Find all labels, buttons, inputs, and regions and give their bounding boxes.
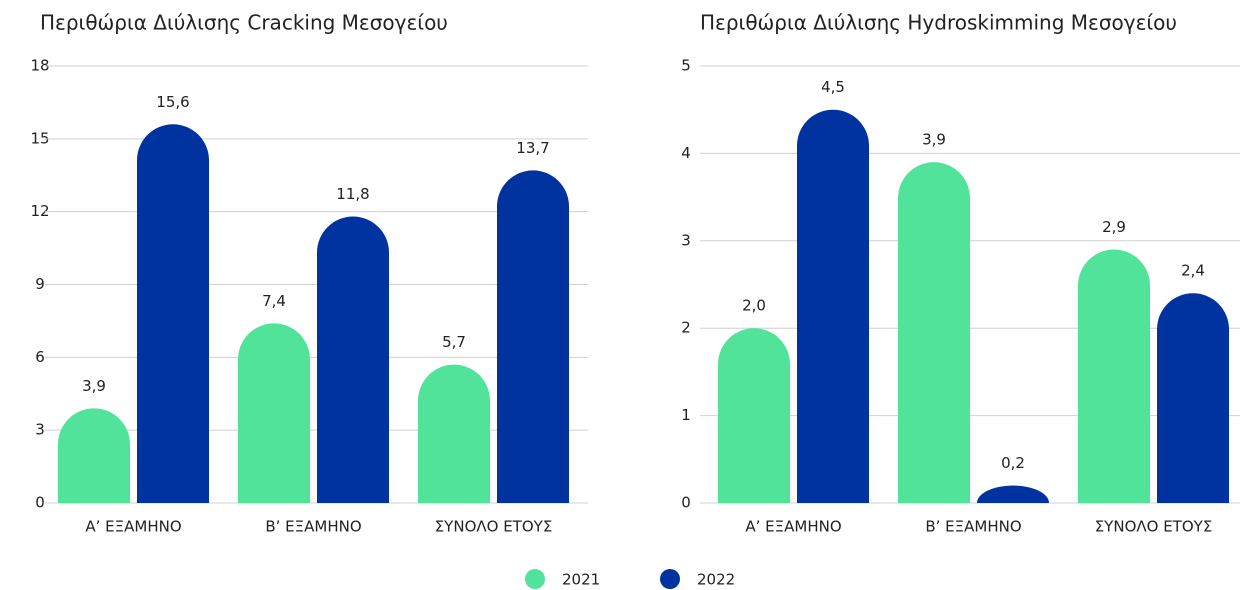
value-label: 3,9 bbox=[922, 131, 946, 149]
chart-title: Περιθώρια Διύλισης Cracking Μεσογείου bbox=[40, 11, 448, 35]
value-label: 11,8 bbox=[336, 185, 369, 203]
value-label: 2,0 bbox=[742, 297, 766, 315]
bar bbox=[1078, 249, 1150, 503]
y-tick-label: 18 bbox=[30, 57, 49, 75]
x-tick-label: Β’ ΕΞΑΜΗΝΟ bbox=[265, 518, 361, 536]
bar bbox=[58, 408, 130, 503]
x-tick-label: Β’ ΕΞΑΜΗΝΟ bbox=[925, 518, 1021, 536]
value-label: 2,4 bbox=[1181, 262, 1205, 280]
value-label: 4,5 bbox=[821, 78, 845, 96]
bar bbox=[238, 323, 310, 503]
y-tick-label: 1 bbox=[681, 406, 691, 424]
value-label: 15,6 bbox=[156, 93, 189, 111]
legend-label: 2022 bbox=[697, 571, 735, 589]
y-tick-label: 0 bbox=[681, 494, 691, 512]
bar bbox=[718, 328, 790, 503]
value-label: 7,4 bbox=[262, 292, 286, 310]
value-label: 0,2 bbox=[1001, 454, 1025, 472]
y-tick-label: 3 bbox=[681, 231, 691, 249]
bar bbox=[797, 109, 869, 503]
legend-label: 2021 bbox=[562, 571, 600, 589]
y-tick-label: 4 bbox=[681, 144, 691, 162]
y-tick-label: 3 bbox=[35, 421, 45, 439]
bar bbox=[418, 364, 490, 503]
bar bbox=[977, 485, 1049, 503]
bar bbox=[898, 162, 970, 503]
y-tick-label: 5 bbox=[681, 57, 691, 75]
x-tick-label: ΣΥΝΟΛΟ ΕΤΟΥΣ bbox=[435, 518, 553, 536]
value-label: 3,9 bbox=[82, 377, 106, 395]
legend-swatch bbox=[660, 569, 680, 589]
y-tick-label: 9 bbox=[35, 275, 45, 293]
x-tick-label: Α’ ΕΞΑΜΗΝΟ bbox=[745, 518, 841, 536]
bar bbox=[1157, 293, 1229, 503]
y-tick-label: 12 bbox=[30, 202, 49, 220]
value-label: 5,7 bbox=[442, 333, 466, 351]
y-tick-label: 0 bbox=[35, 494, 45, 512]
bar bbox=[497, 170, 569, 503]
value-label: 13,7 bbox=[516, 139, 549, 157]
y-tick-label: 2 bbox=[681, 319, 691, 337]
x-tick-label: Α’ ΕΞΑΜΗΝΟ bbox=[85, 518, 181, 536]
y-tick-label: 6 bbox=[35, 348, 45, 366]
value-label: 2,9 bbox=[1102, 218, 1126, 236]
bar bbox=[137, 124, 209, 503]
bar bbox=[317, 216, 389, 503]
x-tick-label: ΣΥΝΟΛΟ ΕΤΟΥΣ bbox=[1095, 518, 1213, 536]
y-tick-label: 15 bbox=[30, 129, 49, 147]
chart-title: Περιθώρια Διύλισης Hydroskimming Μεσογεί… bbox=[700, 11, 1177, 35]
legend-swatch bbox=[525, 569, 545, 589]
